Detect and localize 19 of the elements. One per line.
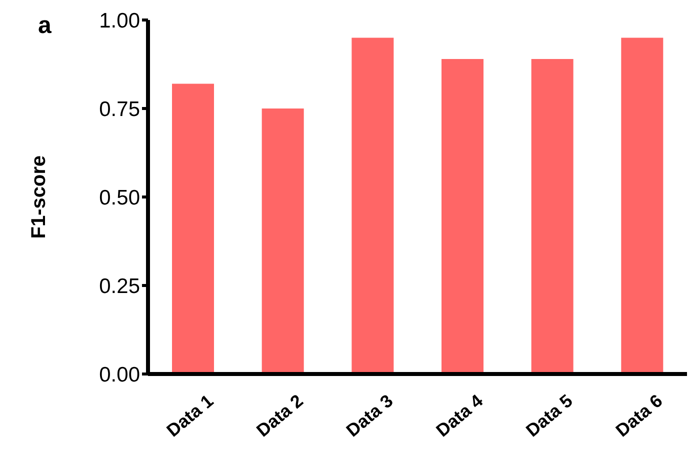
x-tick-label: Data 4 bbox=[432, 390, 487, 441]
bar bbox=[442, 58, 484, 374]
x-tick-label: Data 3 bbox=[342, 390, 397, 441]
x-tick-label: Data 6 bbox=[612, 390, 666, 441]
bar bbox=[531, 58, 574, 374]
x-tick-label: Data 2 bbox=[252, 390, 307, 441]
y-axis-title: F1-score bbox=[28, 155, 50, 239]
y-tick-label: 0.75 bbox=[99, 98, 140, 121]
text: a bbox=[38, 12, 52, 40]
y-tick-label: 0.00 bbox=[99, 363, 140, 386]
y-tick-label: 1.00 bbox=[99, 9, 140, 32]
bar bbox=[352, 38, 394, 374]
bar bbox=[621, 38, 664, 374]
x-tick-label: Data 1 bbox=[162, 390, 218, 441]
x-tick-label: Data 5 bbox=[522, 390, 576, 441]
bar bbox=[172, 84, 214, 374]
bar bbox=[262, 108, 304, 374]
y-tick-label: 0.25 bbox=[99, 274, 140, 298]
y-tick-label: 0.50 bbox=[99, 186, 140, 210]
